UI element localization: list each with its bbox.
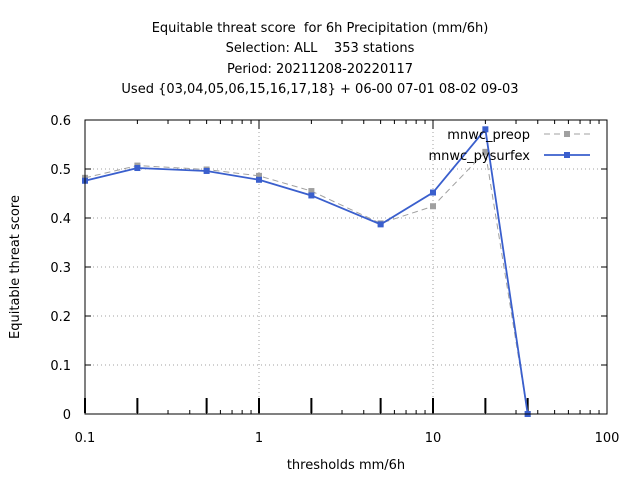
data-point-0 — [482, 148, 489, 155]
legend-label-0: mnwc_preop — [447, 128, 530, 143]
grid-layer — [85, 120, 607, 414]
y-tick-label: 0.1 — [50, 359, 71, 374]
x-tick-label: 1 — [255, 431, 263, 446]
y-tick-label: 0.4 — [50, 212, 71, 227]
series-layer — [82, 126, 531, 417]
series-line-0 — [84, 150, 529, 415]
y-tick-label: 0.5 — [50, 163, 71, 178]
data-point-1 — [377, 221, 384, 228]
data-point-1 — [430, 189, 436, 196]
chart-title-line-2: Selection: ALL 353 stations — [225, 41, 415, 56]
series-line-1 — [84, 127, 529, 415]
y-tick-label: 0.6 — [50, 114, 71, 129]
x-axis-label: thresholds mm/6h — [287, 458, 405, 473]
legend-marker-1 — [564, 152, 570, 158]
data-point-1 — [256, 176, 262, 183]
chart-title-line-4: Used {03,04,05,06,15,16,17,18} + 06-00 0… — [121, 82, 519, 97]
data-point-0 — [256, 172, 262, 179]
chart-title-line-1: Equitable threat score for 6h Precipitat… — [151, 21, 489, 36]
x-tick-label: 100 — [595, 431, 620, 446]
data-point-0 — [430, 203, 436, 210]
plot-frame — [84, 119, 608, 415]
chart-title-line-3: Period: 20211208-20220117 — [226, 62, 414, 77]
data-point-1 — [308, 192, 315, 199]
x-tick-label: 10 — [425, 431, 442, 446]
data-point-1 — [203, 167, 210, 174]
tick-layer: 0 0.1 0.2 0.3 0.4 0.5 0.6 0.1 1 10 100 — [50, 114, 619, 446]
legend: mnwc_preop mnwc_pysurfex — [428, 128, 590, 164]
y-tick-label: 0.2 — [50, 310, 71, 325]
y-tick-label: 0 — [63, 408, 71, 423]
legend-marker-0 — [564, 131, 570, 137]
data-point-1 — [482, 126, 489, 133]
y-axis-label: Equitable threat score — [8, 195, 23, 339]
legend-label-1: mnwc_pysurfex — [428, 149, 530, 164]
data-point-1 — [134, 165, 141, 172]
x-tick-label: 0.1 — [75, 431, 96, 446]
data-point-0 — [308, 188, 315, 195]
y-tick-label: 0.3 — [50, 261, 71, 276]
